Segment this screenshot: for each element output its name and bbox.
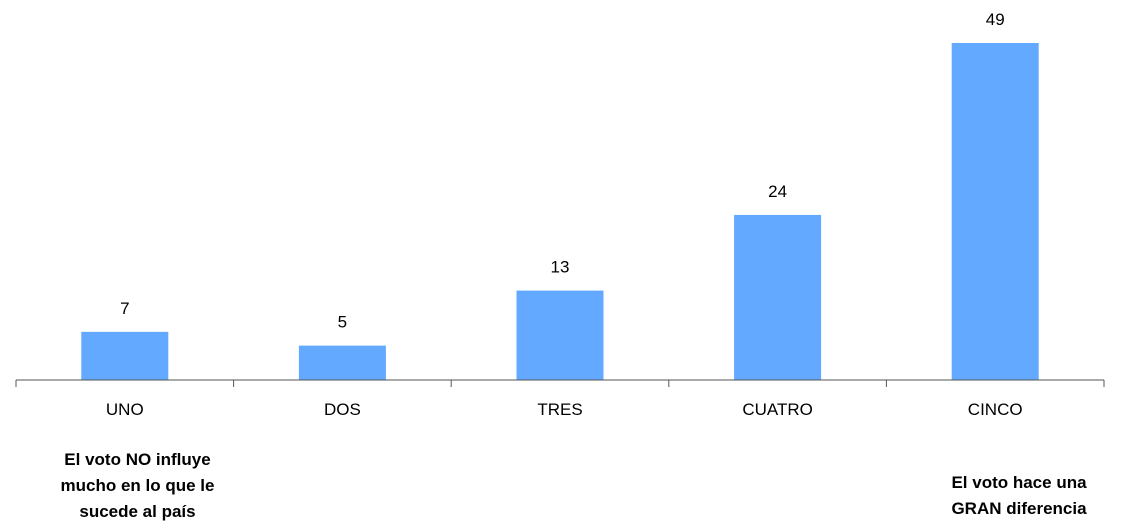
x-tick-label: CINCO <box>968 400 1023 419</box>
data-label: 7 <box>120 299 129 318</box>
x-tick-label: UNO <box>106 400 144 419</box>
annotation-right-line: El voto hace una <box>951 473 1087 492</box>
x-tick-label: DOS <box>324 400 361 419</box>
annotation-right-line: GRAN diferencia <box>951 499 1087 518</box>
bar <box>298 345 386 380</box>
data-label: 5 <box>338 313 347 332</box>
data-label: 24 <box>768 182 787 201</box>
bar <box>516 290 604 380</box>
annotation-left-line: El voto NO influye <box>64 450 211 469</box>
data-label: 49 <box>986 10 1005 29</box>
x-tick-label: CUATRO <box>742 400 813 419</box>
annotation-left-line: sucede al país <box>79 502 196 521</box>
data-label: 13 <box>551 258 570 277</box>
bar <box>81 331 169 380</box>
x-tick-label: TRES <box>537 400 582 419</box>
bar <box>951 43 1039 380</box>
annotation-left-line: mucho en lo que le <box>60 476 215 495</box>
annotation-left: El voto NO influye mucho en lo que le su… <box>10 447 265 525</box>
annotation-right: El voto hace una GRAN diferencia <box>900 470 1125 522</box>
bar <box>734 214 822 380</box>
